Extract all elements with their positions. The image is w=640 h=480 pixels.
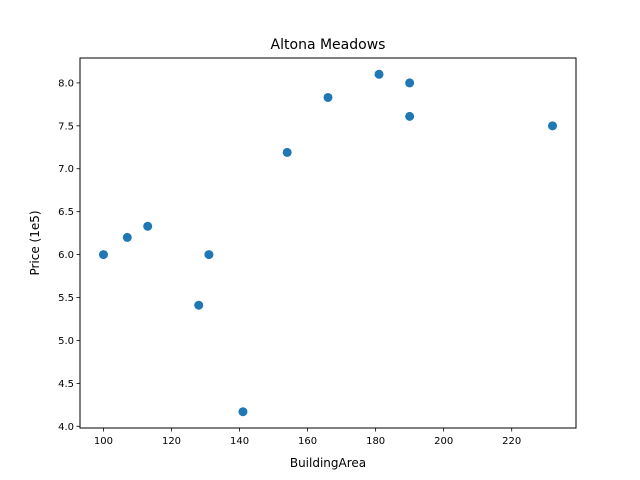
data-point: [405, 78, 415, 88]
chart-title: Altona Meadows: [271, 37, 386, 53]
data-point: [143, 221, 153, 231]
plot-area-frame: [79, 57, 577, 429]
data-point: [282, 147, 292, 157]
data-point: [194, 300, 204, 310]
y-tick-label: 7.0: [58, 164, 74, 175]
axis-ticks: 100 120 140 160 180 200 220 4.0 4.5 5.0 5.5 6.0 6.5 7…: [58, 78, 521, 447]
x-tick-label: 120: [162, 436, 181, 447]
x-tick-label: 140: [230, 436, 249, 447]
data-point: [374, 69, 384, 79]
y-tick-label: 6.5: [58, 207, 74, 218]
data-point: [323, 92, 333, 102]
data-point: [98, 250, 108, 260]
data-point: [548, 121, 558, 131]
x-tick-label: 160: [298, 436, 317, 447]
x-tick-label: 200: [434, 436, 453, 447]
y-axis-label: Price (1e5): [28, 210, 42, 275]
y-tick-label: 4.5: [58, 379, 74, 390]
data-point: [405, 111, 415, 121]
y-tick-label: 5.5: [58, 293, 74, 304]
data-points: [98, 69, 558, 417]
x-tick-label: 100: [94, 436, 113, 447]
x-tick-label: 180: [366, 436, 385, 447]
data-point: [238, 407, 248, 417]
data-point: [204, 250, 214, 260]
y-tick-label: 6.0: [58, 250, 74, 261]
y-tick-label: 5.0: [58, 336, 74, 347]
y-tick-label: 8.0: [58, 78, 74, 89]
x-axis-label: BuildingArea: [290, 456, 366, 470]
y-tick-label: 7.5: [58, 121, 74, 132]
x-tick-label: 220: [502, 436, 521, 447]
data-point: [122, 232, 132, 242]
y-tick-label: 4.0: [58, 422, 74, 433]
